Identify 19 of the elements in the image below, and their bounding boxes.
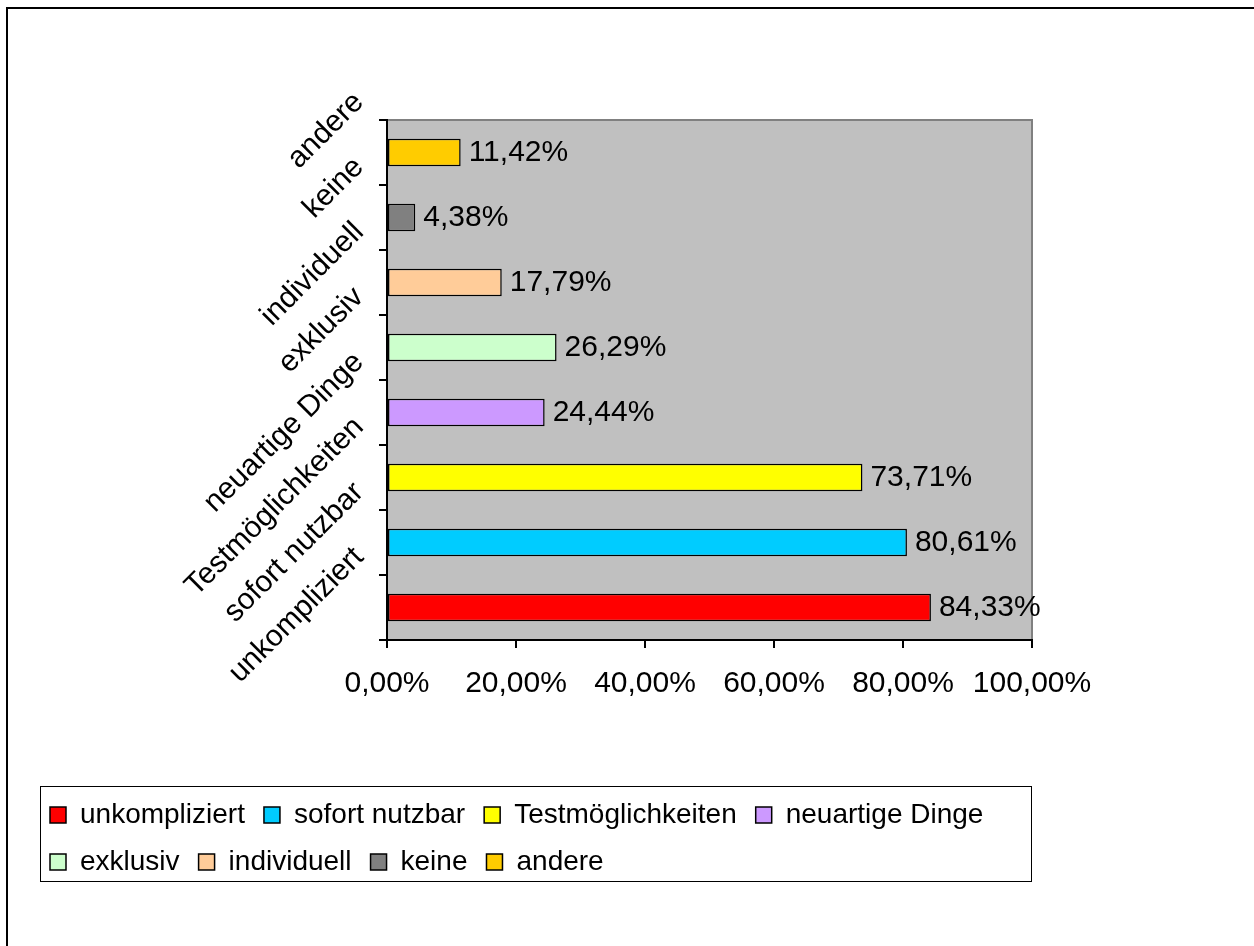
- legend-label: Testmöglichkeiten: [514, 797, 737, 829]
- data-label: 80,61%: [914, 523, 1017, 557]
- data-label: 73,71%: [870, 458, 973, 492]
- data-label: 24,44%: [552, 393, 655, 427]
- x-tick-label: 20,00%: [465, 665, 567, 699]
- x-tick-label: 60,00%: [723, 665, 825, 699]
- data-label: 11,42%: [468, 133, 569, 167]
- data-label: 17,79%: [509, 263, 612, 297]
- data-label: 4,38%: [423, 198, 509, 232]
- legend-label: neuartige Dinge: [785, 797, 984, 829]
- data-label: 84,33%: [938, 588, 1041, 622]
- x-tick-label: 100,00%: [972, 665, 1092, 699]
- x-tick-label: 40,00%: [594, 665, 696, 699]
- x-tick-label: 80,00%: [852, 665, 954, 699]
- legend-label: keine: [400, 844, 468, 876]
- legend-label: exklusiv: [80, 844, 180, 876]
- legend-label: unkompliziert: [80, 797, 246, 829]
- legend-label: andere: [516, 844, 604, 876]
- data-label: 26,29%: [564, 328, 667, 362]
